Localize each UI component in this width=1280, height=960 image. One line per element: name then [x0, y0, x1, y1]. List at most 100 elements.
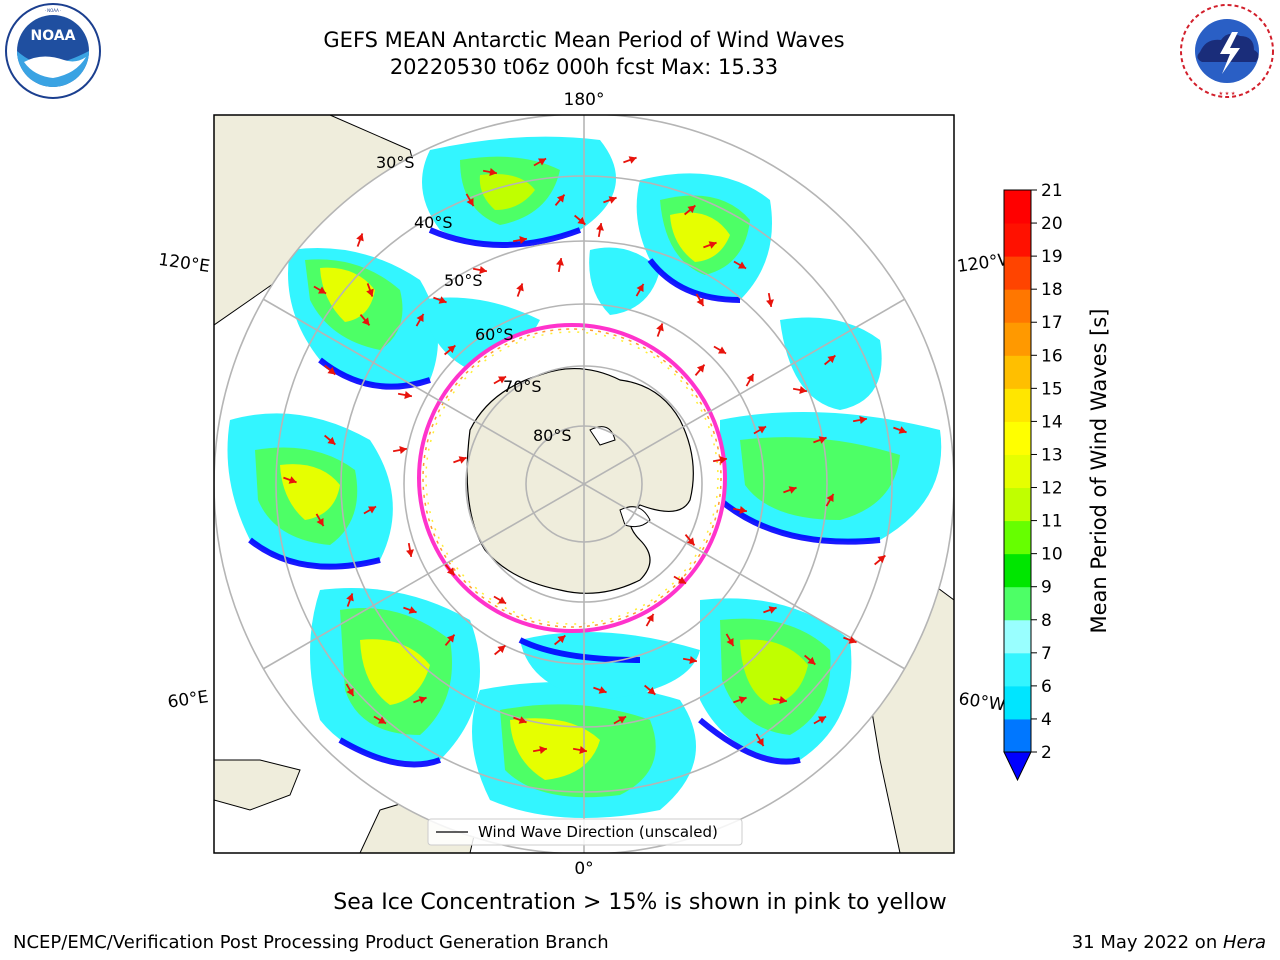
- colorbar-cell: [1004, 586, 1031, 621]
- wind-wave-arrow: [772, 696, 788, 704]
- wind-wave-arrow: [572, 746, 588, 754]
- nws-logo-icon: ★ ★ ★: [1180, 4, 1274, 98]
- colorbar-cell: [1004, 223, 1031, 257]
- wind-wave-arrow: [556, 257, 564, 273]
- colorbar-cell: [1004, 520, 1031, 555]
- wind-wave-arrow: [635, 283, 645, 297]
- colorbar-tick-label: 9: [1041, 578, 1052, 598]
- wind-wave-arrow: [554, 634, 566, 646]
- wind-wave-arrow: [596, 222, 604, 238]
- wind-wave-arrow: [397, 391, 413, 399]
- colorbar-cell: [1004, 190, 1031, 224]
- colorbar-label: Mean Period of Wind Waves [s]: [1087, 309, 1111, 634]
- wind-wave-arrow: [533, 157, 547, 167]
- svg-text:· NOAA ·: · NOAA ·: [45, 8, 62, 13]
- wind-wave-arrows: [283, 156, 907, 754]
- footer-date-text: 31 May 2022 on: [1071, 932, 1223, 953]
- wind-wave-arrow: [825, 493, 835, 507]
- wind-wave-arrow: [893, 426, 907, 434]
- colorbar-cell: [1004, 553, 1031, 588]
- svg-text:★ ★ ★: ★ ★ ★: [1219, 91, 1236, 97]
- wind-wave-arrow: [755, 733, 765, 747]
- wind-wave-arrow: [345, 683, 355, 697]
- wind-wave-arrow: [324, 434, 336, 446]
- colorbar-cell: [1004, 652, 1031, 687]
- lat-label-70s: 70°S: [503, 377, 542, 396]
- wind-wave-arrow: [753, 425, 767, 435]
- wind-wave-arrow: [703, 241, 717, 249]
- colorbar: 2 4 6 7 8 9 10 11 12 13 14 15 16 17 18 19 20 21 Mean Peri…: [1003, 181, 1111, 782]
- wind-wave-arrow: [283, 476, 297, 484]
- colorbar-tick-label: 17: [1041, 313, 1063, 333]
- short-period-edges: [248, 227, 881, 768]
- wind-wave-arrow: [513, 716, 527, 724]
- wind-wave-arrow: [472, 266, 488, 274]
- noaa-logo-icon: NOAA · NOAA ·: [5, 3, 101, 99]
- wind-wave-arrow: [695, 293, 705, 307]
- wind-wave-arrow: [593, 686, 607, 694]
- colorbar-tick-label: 10: [1041, 545, 1063, 565]
- wind-wave-arrow: [804, 654, 816, 666]
- wind-wave-arrow: [366, 283, 374, 297]
- wind-wave-arrow: [406, 542, 414, 558]
- colorbar-tick-label: 18: [1041, 280, 1063, 300]
- colorbar-tick-label: 2: [1041, 743, 1052, 763]
- wind-wave-arrow: [644, 684, 656, 696]
- wind-wave-arrow: [613, 715, 627, 725]
- wind-wave-arrow: [673, 575, 687, 585]
- wind-wave-arrow: [763, 606, 777, 614]
- wind-wave-arrow: [512, 236, 528, 244]
- wind-wave-arrow: [682, 656, 698, 664]
- wind-wave-arrow: [783, 486, 797, 494]
- wind-wave-arrow: [843, 636, 857, 644]
- colorbar-cell: [1004, 619, 1031, 654]
- graticule: [214, 115, 954, 853]
- colorbar-tick-label: 11: [1041, 512, 1063, 532]
- colorbar-tick-label: 4: [1041, 710, 1052, 730]
- lat-label-50s: 50°S: [444, 271, 483, 290]
- wind-wave-arrow: [359, 314, 371, 326]
- sea-ice-note: Sea Ice Concentration > 15% is shown in …: [333, 890, 947, 915]
- wind-wave-arrow: [824, 354, 836, 366]
- wind-wave-arrow: [415, 313, 425, 327]
- wind-wave-arrow: [444, 344, 456, 356]
- wind-wave-arrow: [684, 534, 696, 546]
- wind-wave-arrow: [733, 696, 747, 704]
- wind-wave-arrow: [532, 746, 548, 754]
- colorbar-tick-label: 16: [1041, 346, 1063, 366]
- lon-label-180: 180°: [564, 90, 605, 110]
- noaa-logo-text: NOAA: [31, 28, 76, 44]
- colorbar-tick-label: 20: [1041, 214, 1063, 234]
- wind-wave-arrow: [433, 296, 447, 304]
- lat-label-60s: 60°S: [475, 325, 514, 344]
- colorbar-tick-label: 15: [1041, 379, 1063, 399]
- wind-wave-arrow: [493, 595, 507, 605]
- wind-wave-arrow: [444, 634, 456, 646]
- colorbar-tick-label: 13: [1041, 445, 1063, 465]
- wind-wave-arrow: [574, 214, 586, 226]
- wind-wave-arrow: [482, 168, 498, 176]
- legend-label: Wind Wave Direction (unscaled): [478, 823, 718, 841]
- wind-wave-arrow: [725, 633, 735, 647]
- colorbar-tick-label: 7: [1041, 644, 1052, 664]
- colorbar-tick-label: 14: [1041, 412, 1063, 432]
- wind-wave-arrow: [413, 696, 427, 704]
- wind-wave-arrow: [766, 292, 774, 308]
- chart-subtitle: 20220530 t06z 000h fcst Max: 15.33: [389, 55, 779, 79]
- wind-wave-arrow: [712, 456, 728, 464]
- wind-wave-arrow: [493, 375, 507, 385]
- colorbar-tick-label: 21: [1041, 181, 1063, 201]
- colorbar-cell: [1004, 454, 1031, 489]
- colorbar-under-triangle: [1003, 751, 1032, 782]
- colorbar-tick-label: 12: [1041, 479, 1063, 499]
- wind-wave-arrow: [373, 715, 387, 725]
- wind-wave-arrow: [874, 554, 886, 566]
- lon-label-0: 0°: [574, 859, 593, 879]
- wind-wave-arrow: [733, 260, 747, 270]
- footer-machine: Hera: [1222, 932, 1266, 953]
- wind-wave-arrow: [713, 345, 727, 355]
- wind-wave-arrow: [313, 285, 327, 295]
- wind-wave-arrow: [392, 446, 408, 454]
- wind-wave-arrow: [813, 436, 827, 444]
- wind-wave-arrow: [554, 194, 566, 206]
